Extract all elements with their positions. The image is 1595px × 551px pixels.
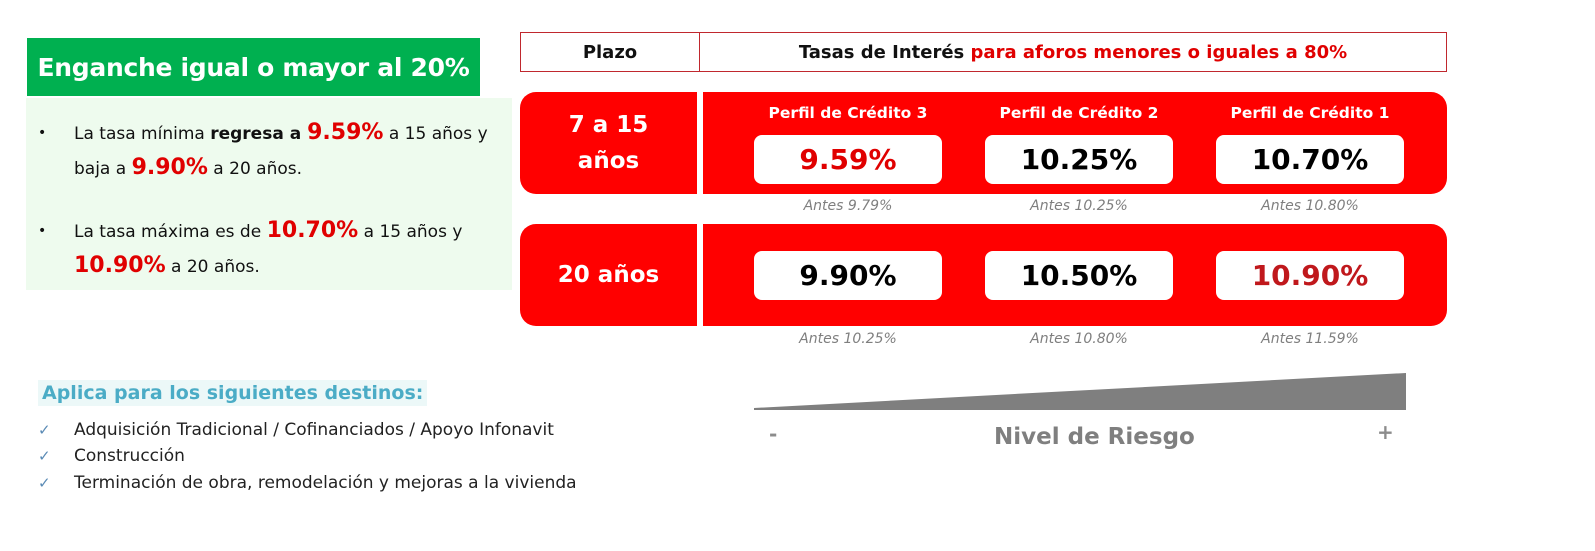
bullet-icon: • xyxy=(38,125,47,141)
plazo-cell: 20 años xyxy=(520,224,697,326)
summary-bullet-max: • La tasa máxima es de 10.70% a 15 años … xyxy=(38,214,498,282)
previous-rate: Antes 10.80% xyxy=(1030,331,1128,347)
previous-rate: Antes 10.80% xyxy=(1261,198,1359,214)
destino-item: ✓ Adquisición Tradicional / Cofinanciado… xyxy=(38,420,554,440)
bullet-icon: • xyxy=(38,223,47,239)
previous-rate: Antes 10.25% xyxy=(799,331,897,347)
plazo-cell: 7 a 15 años xyxy=(520,92,697,194)
column-header-tasas: Tasas de Interés para aforos menores o i… xyxy=(798,41,1348,63)
bullet-text: La tasa mínima regresa a 9.59% a 15 años… xyxy=(74,120,488,180)
rate-row-20: 20 años 9.90% 10.50% 10.90% xyxy=(520,224,1447,326)
rate-box-p1: 10.90% xyxy=(1216,251,1404,300)
column-header-plazo: Plazo xyxy=(521,33,700,71)
min-rate-20: 9.90% xyxy=(131,155,208,180)
check-icon: ✓ xyxy=(38,447,51,465)
rate-box-p2: 10.50% xyxy=(985,251,1173,300)
rate-box-p3: 9.59% xyxy=(754,135,942,184)
rate-row-7-15: 7 a 15 años Perfil de Crédito 3 Perfil de… xyxy=(520,92,1447,194)
profile-label-1: Perfil de Crédito 1 xyxy=(1230,104,1390,122)
risk-wedge-icon xyxy=(754,373,1406,410)
rates-summary-panel: • La tasa mínima regresa a 9.59% a 15 añ… xyxy=(26,98,512,290)
rates-table-header: Plazo Tasas de Interés para aforos menor… xyxy=(520,32,1447,72)
rate-box-p3: 9.90% xyxy=(754,251,942,300)
previous-rate: Antes 11.59% xyxy=(1261,331,1359,347)
risk-level-label: Nivel de Riesgo xyxy=(994,424,1195,450)
destino-item: ✓ Construcción xyxy=(38,446,185,466)
profile-label-2: Perfil de Crédito 2 xyxy=(999,104,1159,122)
destino-item: ✓ Terminación de obra, remodelación y me… xyxy=(38,473,577,493)
risk-high-marker: + xyxy=(1377,420,1394,444)
rate-box-p1: 10.70% xyxy=(1216,135,1404,184)
max-rate-15: 10.70% xyxy=(266,218,359,243)
rates-cell: 9.90% 10.50% 10.90% xyxy=(703,224,1447,326)
summary-bullet-min: • La tasa mínima regresa a 9.59% a 15 añ… xyxy=(38,116,498,184)
bullet-text: La tasa máxima es de 10.70% a 15 años y … xyxy=(74,218,463,278)
profile-label-3: Perfil de Crédito 3 xyxy=(768,104,928,122)
rates-cell: Perfil de Crédito 3 Perfil de Crédito 2 … xyxy=(703,92,1447,194)
max-rate-20: 10.90% xyxy=(74,253,166,278)
min-rate-15: 9.59% xyxy=(307,120,384,145)
enganche-header: Enganche igual o mayor al 20% xyxy=(27,38,480,96)
risk-low-marker: - xyxy=(769,422,778,446)
destinos-title: Aplica para los siguientes destinos: xyxy=(38,380,428,406)
previous-rate: Antes 9.79% xyxy=(803,198,893,214)
check-icon: ✓ xyxy=(38,474,51,492)
rate-box-p2: 10.25% xyxy=(985,135,1173,184)
check-icon: ✓ xyxy=(38,421,51,439)
previous-rate: Antes 10.25% xyxy=(1030,198,1128,214)
